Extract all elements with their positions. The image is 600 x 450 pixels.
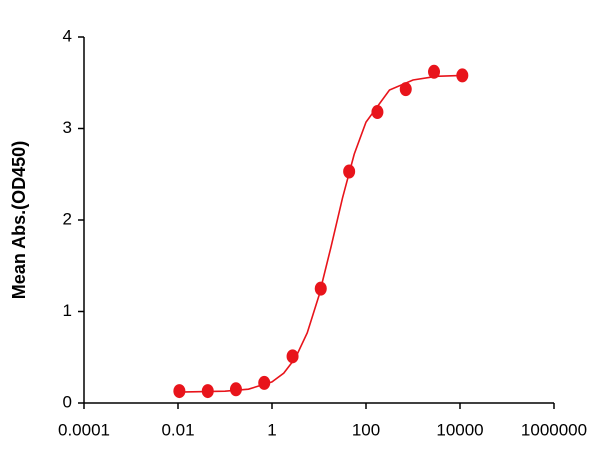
data-point bbox=[428, 64, 441, 79]
y-tick-label: 4 bbox=[63, 26, 72, 45]
x-tick-label: 1000000 bbox=[521, 420, 587, 439]
x-tick-label: 10000 bbox=[436, 420, 483, 439]
y-tick-label: 3 bbox=[63, 118, 72, 137]
data-point bbox=[201, 384, 214, 399]
y-tick-label: 0 bbox=[63, 392, 72, 411]
x-tick-label: 0.01 bbox=[161, 420, 194, 439]
data-point bbox=[456, 68, 469, 83]
data-point bbox=[314, 281, 327, 296]
data-point bbox=[173, 384, 186, 399]
data-point bbox=[343, 164, 356, 179]
data-point bbox=[371, 105, 384, 120]
y-tick-label: 2 bbox=[63, 209, 72, 228]
x-tick-label: 0.0001 bbox=[58, 420, 110, 439]
x-tick-label: 100 bbox=[352, 420, 380, 439]
y-tick-label: 1 bbox=[63, 301, 72, 320]
data-point bbox=[399, 82, 412, 97]
data-point bbox=[286, 349, 299, 364]
data-point bbox=[258, 375, 271, 390]
x-tick-label: 1 bbox=[267, 420, 276, 439]
fit-curve bbox=[179, 74, 463, 393]
y-axis-label: Mean Abs.(OD450) bbox=[9, 141, 29, 299]
data-point bbox=[229, 382, 242, 397]
